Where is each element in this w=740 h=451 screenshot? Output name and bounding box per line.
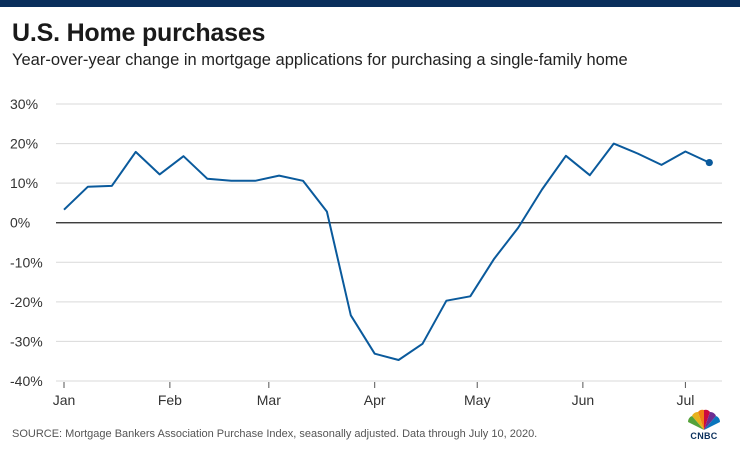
y-tick-label: -40% (10, 373, 43, 389)
y-tick-label: -30% (10, 333, 43, 349)
y-tick-label: -10% (10, 254, 43, 270)
x-tick-label: Mar (257, 392, 281, 408)
x-tick-label: Jan (53, 392, 76, 408)
y-tick-label: 10% (10, 175, 38, 191)
y-tick-label: 0% (10, 215, 30, 231)
y-tick-label: 20% (10, 136, 38, 152)
x-tick-label: May (464, 392, 490, 408)
chart-title: U.S. Home purchases (12, 19, 266, 47)
y-tick-label: 30% (10, 96, 38, 112)
source-note: SOURCE: Mortgage Bankers Association Pur… (12, 428, 538, 440)
series-line (63, 142, 710, 361)
x-tick-label: Jun (572, 392, 595, 408)
x-tick-label: Feb (158, 392, 182, 408)
x-tick-label: Apr (364, 392, 386, 408)
cnbc-peacock-logo (687, 409, 721, 430)
x-tick-label: Jul (676, 392, 694, 408)
y-tick-label: -20% (10, 294, 43, 310)
top-brand-bar (0, 0, 740, 7)
chart-subtitle: Year-over-year change in mortgage applic… (12, 51, 628, 69)
last-point-marker (705, 158, 713, 167)
cnbc-logo-text: CNBC (690, 431, 718, 441)
